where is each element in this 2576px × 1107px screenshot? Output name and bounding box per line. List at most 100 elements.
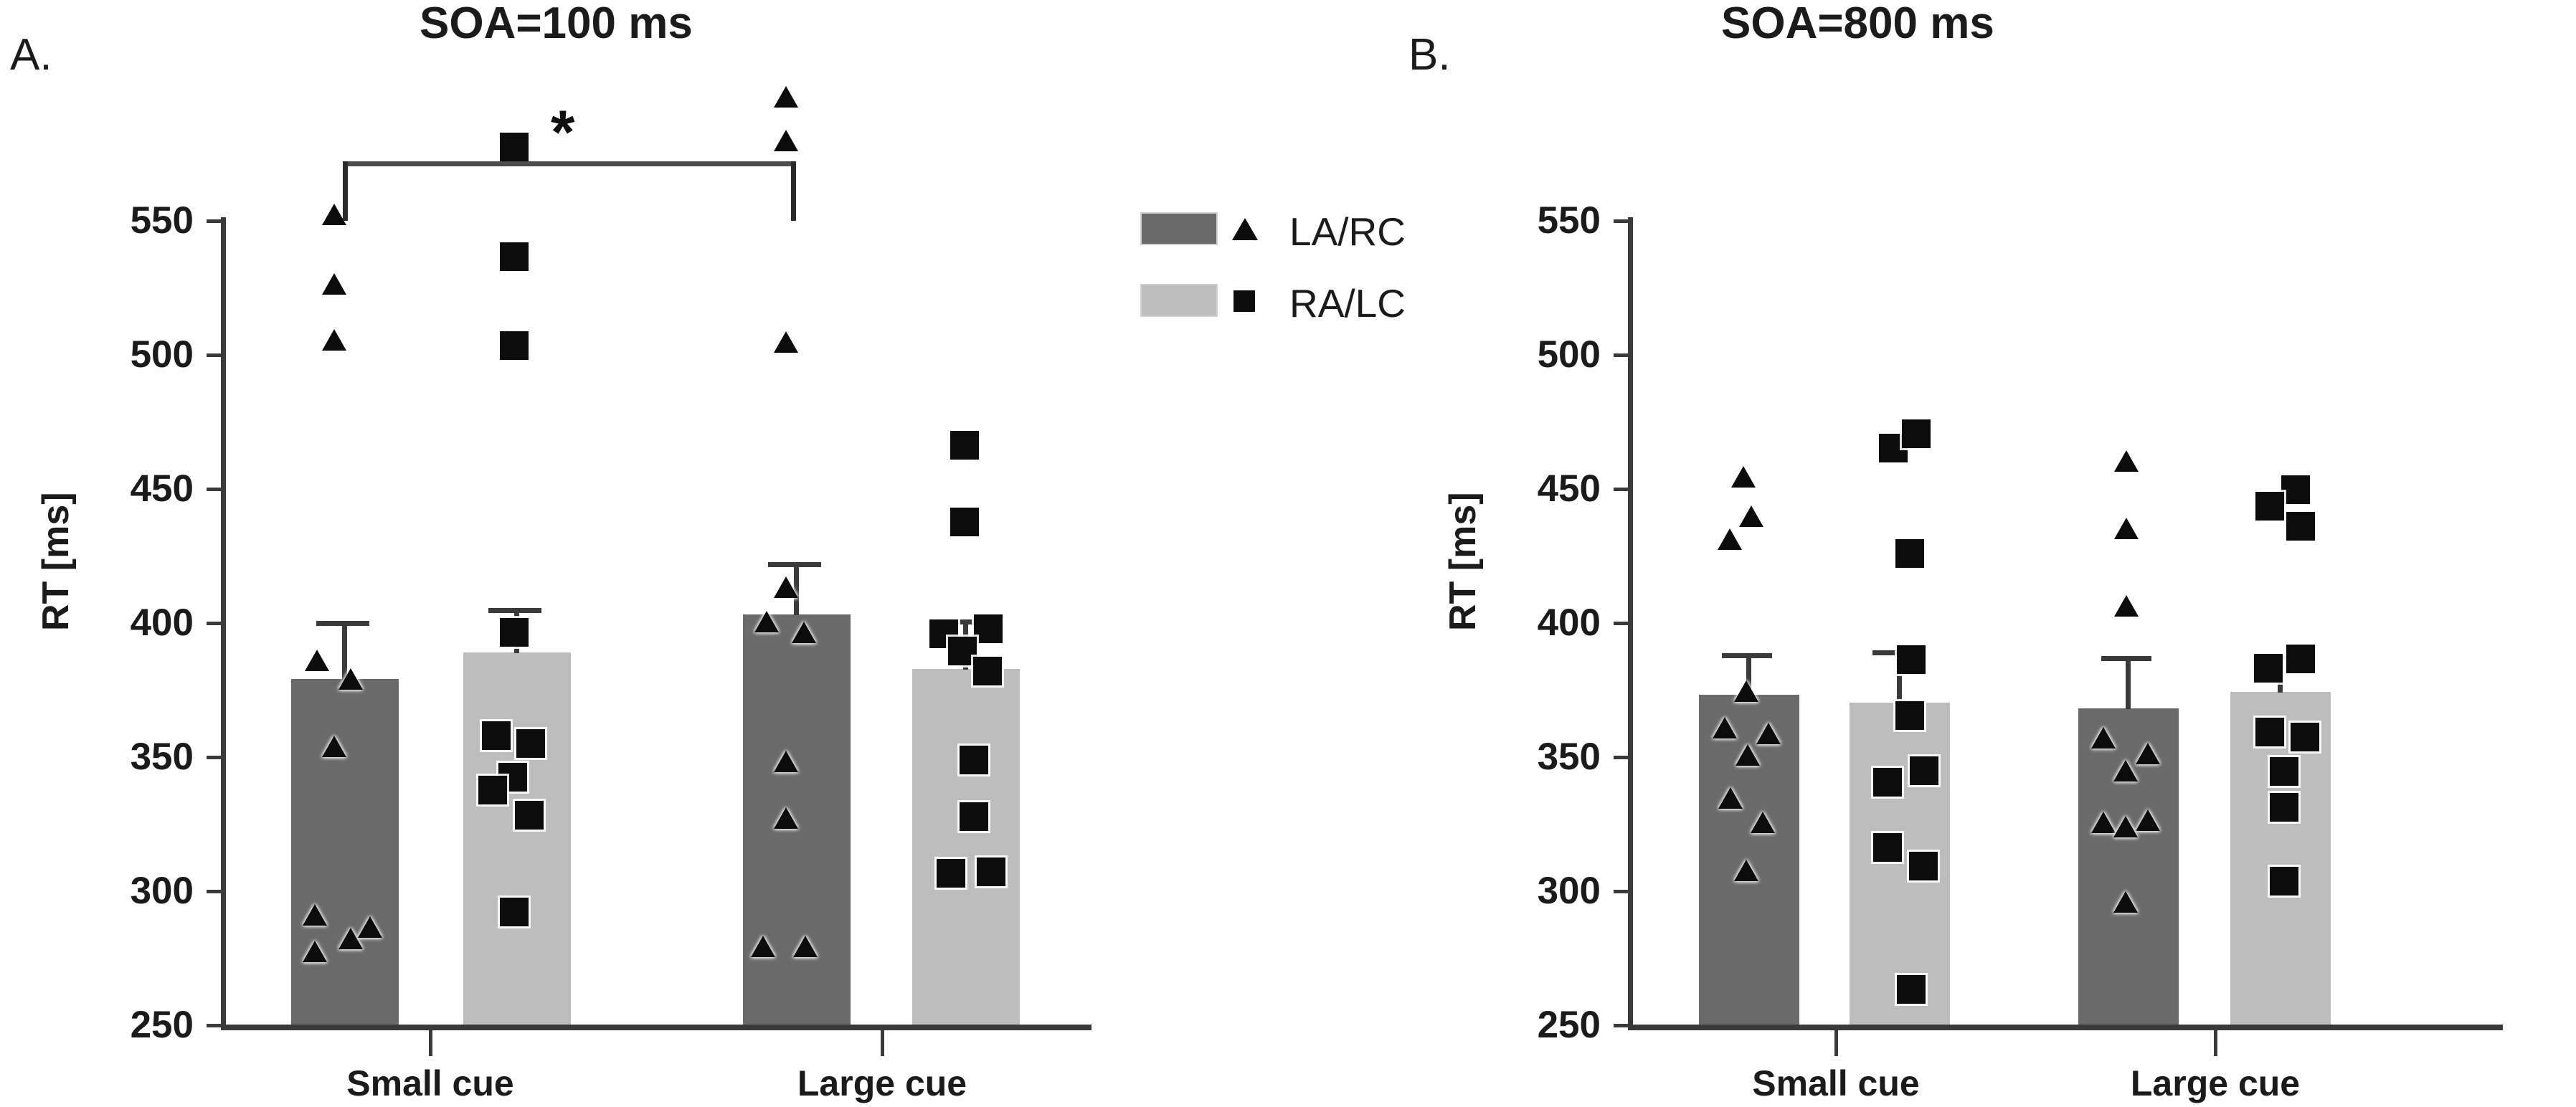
panel-b-xtick-small: [1834, 1030, 1838, 1056]
panel-b-ytick-450: [1614, 488, 1629, 491]
panel-a-xtick-label-large: Large cue: [797, 1063, 967, 1103]
panel-b-x-axis: [1628, 1025, 2503, 1030]
point-a-large-larc: [774, 576, 798, 598]
panel-a-ytick-label-250: 250: [130, 1004, 194, 1046]
legend-swatch-larc: [1140, 212, 1218, 245]
panel-b-ytick-label-450: 450: [1537, 467, 1601, 510]
panel-a-ytick-400: [207, 622, 222, 625]
panel-b-ytick-label-550: 550: [1537, 199, 1601, 242]
panel-b-ytick-label-300: 300: [1537, 870, 1601, 912]
panel-a-y-axis-title: RT [ms]: [35, 492, 77, 631]
errorbar-b-large-larc-cap: [2101, 656, 2151, 661]
point-a-small-ralc: [500, 242, 529, 271]
panel-b-letter: B.: [1408, 30, 1451, 80]
point-b-small-ralc: [1910, 756, 1938, 785]
legend: LA/RC RA/LC: [1140, 201, 1406, 344]
panel-a-ytick-label-450: 450: [130, 467, 194, 510]
point-b-large-ralc: [2254, 654, 2283, 683]
point-a-small-ralc: [478, 776, 507, 804]
significance-bracket-left-leg: [343, 161, 348, 221]
panel-a-ytick-label-550: 550: [130, 199, 194, 242]
point-a-small-ralc: [500, 618, 529, 647]
point-a-small-ralc: [500, 133, 529, 161]
point-a-large-ralc: [950, 508, 979, 536]
panel-a-title: SOA=100 ms: [420, 0, 693, 48]
square-marker-icon: [1233, 290, 1255, 312]
point-a-small-ralc: [515, 801, 544, 830]
point-a-large-larc: [774, 751, 798, 772]
point-b-small-ralc: [1873, 833, 1902, 862]
errorbar-a-small-larc-stem: [342, 622, 347, 680]
panel-a-ytick-550: [207, 219, 222, 223]
significance-bracket-right-leg: [791, 161, 796, 221]
point-b-small-ralc: [1895, 539, 1924, 568]
errorbar-a-large-ralc-cap: [937, 619, 990, 624]
errorbar-b-small-ralc-stem: [1897, 652, 1902, 703]
panel-a-ytick-500: [207, 353, 222, 357]
point-a-large-larc: [774, 331, 798, 353]
panel-b-ytick-300: [1614, 890, 1629, 893]
point-a-small-ralc: [500, 331, 529, 360]
point-a-small-larc: [338, 668, 363, 690]
point-a-large-larc: [774, 807, 798, 829]
point-b-small-ralc: [1909, 852, 1938, 880]
panel-b-xtick-large: [2214, 1030, 2217, 1056]
point-a-large-ralc: [960, 802, 988, 831]
point-a-small-larc: [322, 736, 346, 757]
panel-b-ytick-500: [1614, 353, 1629, 357]
point-a-large-ralc: [977, 857, 1005, 886]
point-b-large-ralc: [2270, 867, 2298, 895]
panel-a-plot-area: 550 500 450 400 350 300 250 RT [ms] Smal…: [35, 86, 1406, 1103]
point-b-large-ralc: [2286, 512, 2315, 541]
point-a-large-larc: [751, 936, 775, 957]
point-b-large-larc: [2113, 760, 2138, 781]
panel-a-y-axis: [221, 217, 226, 1030]
point-b-large-ralc: [2281, 475, 2310, 504]
panel-a-xtick-small: [429, 1030, 432, 1056]
panel-b-title: SOA=800 ms: [1721, 0, 1994, 48]
point-b-large-ralc: [2270, 793, 2298, 822]
point-b-small-larc: [1756, 723, 1781, 744]
legend-label-ralc: RA/LC: [1289, 281, 1406, 326]
point-a-large-larc: [754, 611, 779, 632]
point-a-large-ralc: [950, 431, 979, 460]
panel-b-ytick-550: [1614, 219, 1629, 223]
bar-a-large-ralc: [912, 669, 1020, 1025]
panel-a-xtick-label-small: Small cue: [346, 1063, 514, 1103]
significance-bracket: [343, 161, 796, 221]
panel-a-ytick-350: [207, 756, 222, 759]
point-b-small-larc: [1731, 466, 1756, 488]
point-b-large-ralc: [2255, 718, 2284, 746]
point-a-large-larc: [774, 130, 798, 151]
point-b-small-ralc: [1897, 645, 1926, 674]
errorbar-a-small-larc-cap: [316, 621, 369, 626]
point-b-large-ralc: [2270, 757, 2298, 786]
point-b-small-ralc: [1902, 419, 1931, 448]
point-b-large-larc: [2091, 812, 2116, 833]
panel-b-ytick-350: [1614, 756, 1629, 759]
panel-b-xtick-label-large: Large cue: [2130, 1063, 2301, 1103]
panel-b-y-axis-title: RT [ms]: [1442, 492, 1484, 631]
panel-a-ytick-label-300: 300: [130, 870, 194, 912]
panel-a-ytick-label-500: 500: [130, 333, 194, 376]
point-b-large-ralc: [2255, 492, 2284, 521]
panel-a-letter: A.: [10, 30, 52, 80]
point-a-small-larc: [303, 941, 327, 962]
point-b-small-larc: [1739, 505, 1763, 527]
point-a-small-larc: [322, 204, 346, 225]
point-b-large-larc: [2136, 809, 2160, 831]
point-a-small-ralc: [516, 729, 545, 758]
point-a-small-larc: [322, 329, 346, 351]
point-b-small-larc: [1713, 717, 1737, 738]
panel-a-ytick-450: [207, 488, 222, 491]
panel-a-ytick-300: [207, 890, 222, 893]
panel-a-xtick-large: [881, 1030, 884, 1056]
point-a-large-larc: [793, 936, 818, 957]
panel-b-y-axis: [1628, 217, 1633, 1030]
point-a-large-larc: [792, 622, 816, 643]
point-a-large-ralc: [948, 637, 977, 665]
point-a-large-ralc: [960, 746, 988, 774]
bar-a-small-ralc: [463, 652, 571, 1025]
legend-swatch-ralc: [1140, 284, 1218, 317]
panel-b-ytick-label-350: 350: [1537, 736, 1601, 778]
